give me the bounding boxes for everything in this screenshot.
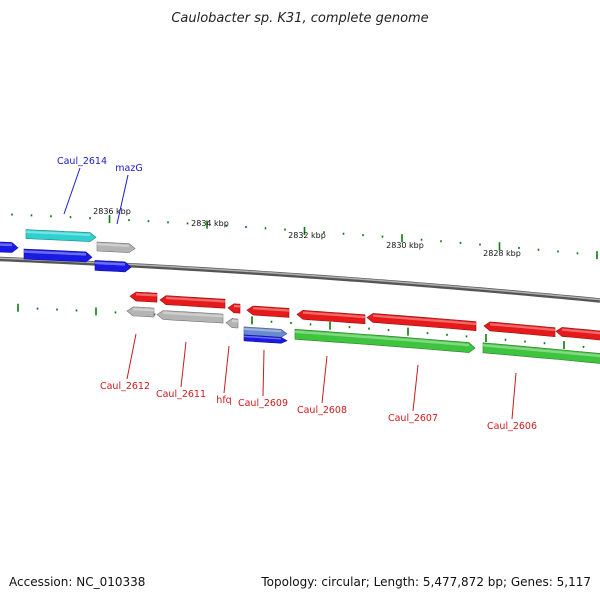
gene-caul-2609-shine	[252, 307, 290, 312]
kbp-label: 2832 kbp	[288, 231, 326, 240]
gene-caul-2607	[366, 313, 477, 332]
gene-caul-2611	[159, 295, 226, 309]
map-title: Caulobacter sp. K31, complete genome	[171, 11, 428, 26]
ruler-labels: 2836 kbp 2834 kbp 2832 kbp 2830 kbp 2828 kbp	[93, 207, 521, 258]
gene-caul-2608-shine	[302, 311, 366, 319]
gene-mazg	[96, 241, 136, 253]
gene-plus-0-shine	[0, 243, 13, 247]
gene-caul-2606-shine	[489, 323, 556, 332]
label-leader	[180, 341, 187, 388]
gene-label-minus: Caul_2609	[238, 398, 288, 409]
label-leader	[63, 167, 81, 215]
gene-plus-1	[23, 248, 93, 263]
label-leader	[116, 174, 129, 225]
gene-label-minus: Caul_2607	[388, 413, 438, 424]
gene-caul-2608	[296, 309, 366, 325]
gene-caul-2609-blue	[243, 334, 288, 344]
gene-caul-2606	[483, 321, 556, 338]
gene-caul-2611-gray-shine	[162, 311, 224, 318]
gene-caul-2608-green	[294, 328, 476, 353]
gene-mazg-shine	[96, 243, 130, 248]
label-leader	[126, 333, 137, 380]
backbone-outline	[0, 256, 600, 303]
gene-caul-2611-gray	[156, 310, 224, 324]
gene-plus-2	[94, 260, 132, 273]
gene-caul-2612	[129, 291, 158, 303]
gene-caul-2612-gray	[126, 306, 155, 318]
gene-label-minus: Caul_2606	[487, 421, 537, 432]
kbp-label: 2828 kbp	[483, 249, 521, 258]
label-leader	[511, 372, 517, 420]
gene-label-plus: mazG	[115, 163, 142, 174]
gene-label-minus: Caul_2608	[297, 405, 347, 416]
gene-caul-2612-body	[129, 291, 158, 303]
kbp-label: 2830 kbp	[386, 241, 424, 250]
label-leader	[321, 355, 328, 404]
gene-caul-2609	[246, 305, 290, 318]
gene-plus-0	[0, 241, 19, 253]
gene-caul-2614-shine	[25, 230, 91, 237]
gene-caul-2605	[555, 327, 600, 341]
gene-caul-2608-green-shine	[294, 330, 470, 347]
gene-caul-2605-shine	[561, 328, 600, 335]
label-leader	[412, 364, 419, 412]
gene-caul-2614	[25, 229, 97, 242]
gene-label-minus: Caul_2612	[100, 381, 150, 392]
gene-caul-2609-track	[243, 326, 288, 338]
label-leader	[262, 349, 265, 397]
gene-caul-2607-shine	[372, 314, 477, 326]
gene-caul-2606-green-shine	[482, 344, 600, 358]
gene-caul-2609-blue-shine	[243, 335, 282, 340]
gene-plus-1-shine	[23, 250, 87, 256]
kbp-label: 2836 kbp	[93, 207, 131, 216]
genome-summary: Topology: circular; Length: 5,477,872 bp…	[261, 575, 591, 589]
label-leader	[223, 345, 230, 394]
gene-label-minus: hfq	[216, 395, 231, 406]
gene-label-plus: Caul_2614	[57, 156, 107, 167]
gene-caul-2606-green	[482, 342, 600, 364]
gene-label-minus: Caul_2611	[156, 389, 206, 400]
gene-plus-2-shine	[94, 261, 126, 266]
gene-features	[0, 229, 600, 364]
kbp-label: 2834 kbp	[191, 219, 229, 228]
genome-backbone	[0, 256, 600, 303]
gene-caul-2609-track-shine	[243, 327, 282, 333]
gene-caul-2612-shine	[135, 293, 158, 297]
gene-hfq	[227, 303, 241, 314]
accession-label: Accession: NC_010338	[9, 575, 146, 589]
gene-hfq-gray	[225, 318, 239, 329]
gene-caul-2612-gray-shine	[132, 307, 155, 312]
gene-plus-0-body	[0, 241, 19, 253]
gene-caul-2611-shine	[165, 296, 226, 303]
